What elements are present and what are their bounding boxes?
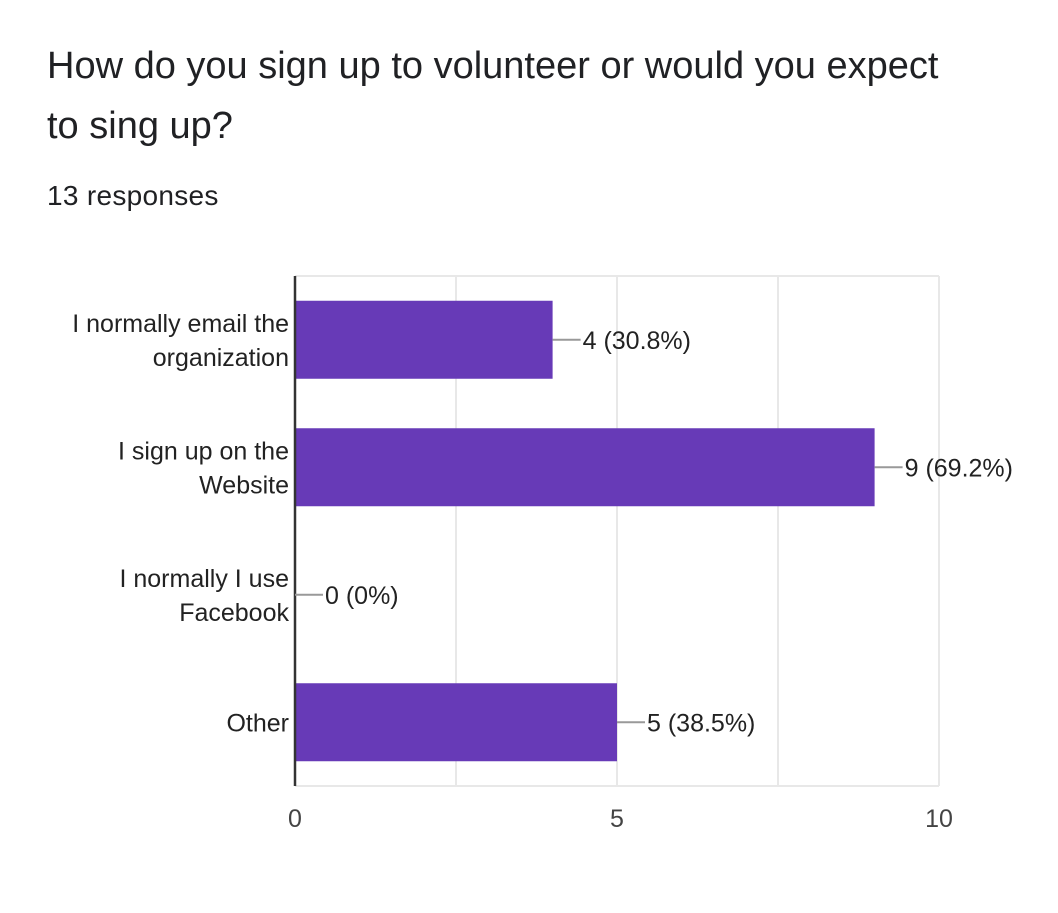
data-label: 0 (0%)	[325, 582, 399, 610]
data-label: 4 (30.8%)	[583, 327, 691, 355]
category-label: Website	[199, 471, 289, 499]
category-label: I normally email the	[72, 310, 289, 338]
bar	[295, 683, 617, 762]
bar	[295, 300, 553, 379]
x-tick-label: 0	[288, 805, 302, 833]
category-label: Facebook	[179, 599, 289, 627]
category-label: I sign up on the	[118, 437, 289, 465]
response-count: 13 responses	[47, 180, 219, 211]
x-tick-label: 10	[925, 805, 953, 833]
x-tick-label: 5	[610, 805, 624, 833]
question-title: How do you sign up to volunteer or would…	[47, 45, 939, 147]
category-label: organization	[153, 344, 289, 372]
data-label: 5 (38.5%)	[647, 709, 755, 737]
bars	[295, 300, 875, 762]
labels: 4 (30.8%) I normally email the organizatio…	[72, 310, 1013, 738]
category-label: I normally I use	[119, 565, 289, 593]
data-label: 9 (69.2%)	[905, 454, 1013, 482]
category-label: Other	[226, 709, 289, 737]
axes: 0 5 10	[288, 276, 953, 833]
bar	[295, 428, 875, 507]
